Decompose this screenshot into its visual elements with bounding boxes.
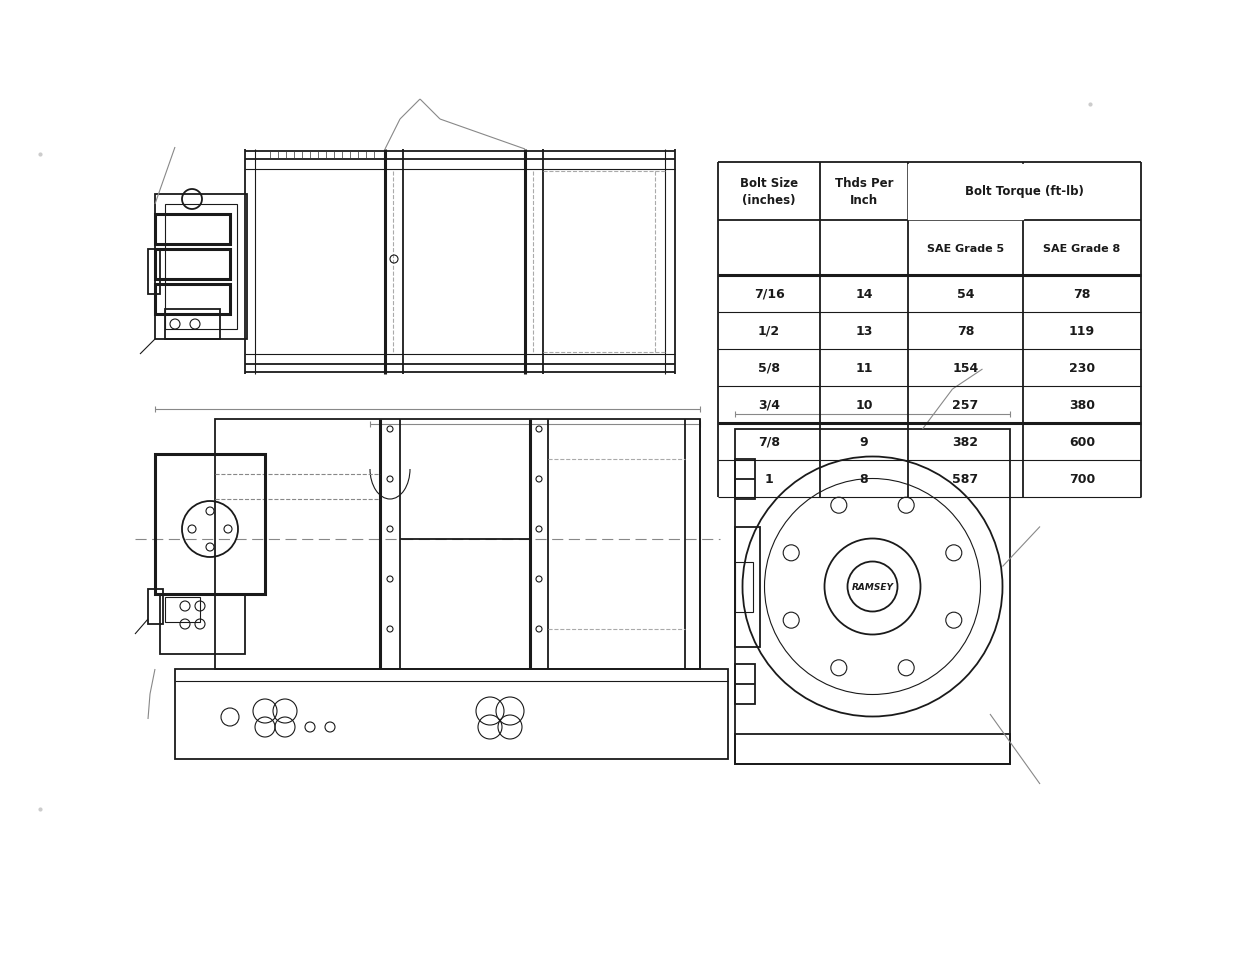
Bar [165,310,220,339]
Text: 78: 78 [1073,288,1091,301]
Bar [175,669,727,760]
Bar [148,250,161,294]
Bar [735,459,755,499]
Bar [215,419,700,669]
Bar [156,250,230,280]
Text: 382: 382 [952,436,978,449]
Text: 380: 380 [1070,398,1095,412]
Text: Thds Per
Inch: Thds Per Inch [835,177,893,207]
Text: 7/16: 7/16 [753,288,784,301]
Text: 7/8: 7/8 [758,436,781,449]
Text: 11: 11 [856,361,873,375]
Text: 154: 154 [952,361,978,375]
Text: 600: 600 [1070,436,1095,449]
Bar [148,589,163,624]
Text: 1/2: 1/2 [758,325,781,337]
Text: 54: 54 [957,288,974,301]
Bar [161,595,245,655]
Text: 9: 9 [860,436,868,449]
Text: 230: 230 [1070,361,1095,375]
Text: 1: 1 [764,473,773,485]
Text: Bolt Size
(inches): Bolt Size (inches) [740,177,798,207]
Text: 587: 587 [952,473,978,485]
Bar [735,562,753,612]
Text: 700: 700 [1068,473,1095,485]
Bar [165,598,200,622]
Text: SAE Grade 8: SAE Grade 8 [1044,243,1120,253]
Text: 257: 257 [952,398,978,412]
Text: 13: 13 [856,325,873,337]
Bar [156,214,230,245]
Bar [156,194,247,339]
Bar [735,664,755,704]
Bar [165,205,237,330]
Text: 3/4: 3/4 [758,398,781,412]
Text: 5/8: 5/8 [758,361,781,375]
Bar [735,430,1010,764]
Text: Bolt Torque (ft-lb): Bolt Torque (ft-lb) [965,185,1084,198]
Text: 10: 10 [856,398,873,412]
Bar [156,455,266,595]
Text: SAE Grade 5: SAE Grade 5 [927,243,1004,253]
Text: 8: 8 [860,473,868,485]
Bar [156,285,230,314]
Text: 78: 78 [957,325,974,337]
Text: 14: 14 [856,288,873,301]
Bar [735,734,1010,764]
Text: 119: 119 [1070,325,1095,337]
Text: RAMSEY: RAMSEY [851,582,893,592]
Bar [735,527,760,647]
